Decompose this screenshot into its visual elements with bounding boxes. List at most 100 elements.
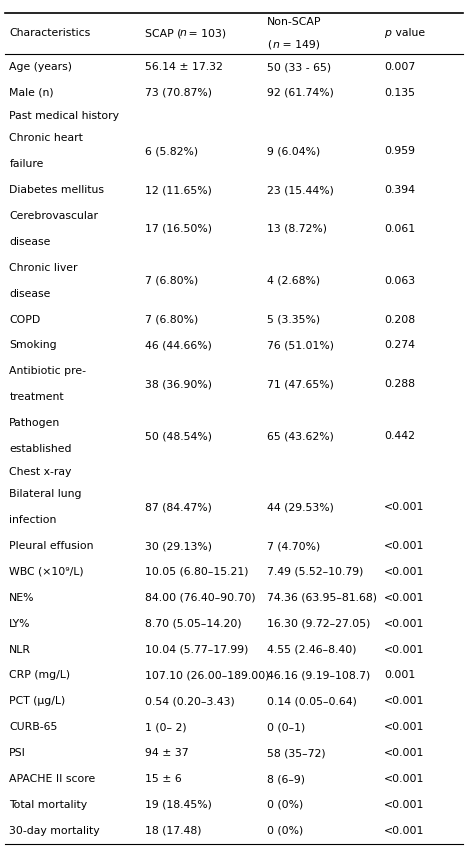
Text: Total mortality: Total mortality — [9, 800, 88, 810]
Text: <0.001: <0.001 — [384, 696, 424, 706]
Text: 4.55 (2.46–8.40): 4.55 (2.46–8.40) — [267, 644, 356, 655]
Text: Bilateral lung: Bilateral lung — [9, 489, 82, 499]
Text: 0.135: 0.135 — [384, 88, 415, 98]
Text: <0.001: <0.001 — [384, 619, 424, 628]
Text: 0.394: 0.394 — [384, 185, 415, 195]
Text: 30-day mortality: 30-day mortality — [9, 826, 100, 836]
Text: n: n — [273, 40, 280, 50]
Text: 0.061: 0.061 — [384, 224, 415, 234]
Text: CURB-65: CURB-65 — [9, 722, 58, 733]
Text: 38 (36.90%): 38 (36.90%) — [145, 379, 212, 389]
Text: 0.288: 0.288 — [384, 379, 415, 389]
Text: Chest x-ray: Chest x-ray — [9, 466, 72, 477]
Text: 15 ± 6: 15 ± 6 — [145, 774, 182, 784]
Text: infection: infection — [9, 515, 57, 525]
Text: = 149): = 149) — [279, 40, 320, 50]
Text: 73 (70.87%): 73 (70.87%) — [145, 88, 212, 98]
Text: disease: disease — [9, 288, 51, 298]
Text: 0.14 (0.05–0.64): 0.14 (0.05–0.64) — [267, 696, 357, 706]
Text: <0.001: <0.001 — [384, 826, 424, 836]
Text: 10.05 (6.80–15.21): 10.05 (6.80–15.21) — [145, 567, 249, 577]
Text: 0.274: 0.274 — [384, 340, 415, 350]
Text: 0.001: 0.001 — [384, 671, 415, 680]
Text: 0 (0–1): 0 (0–1) — [267, 722, 305, 733]
Text: disease: disease — [9, 237, 51, 247]
Text: SCAP (: SCAP ( — [145, 29, 182, 38]
Text: 74.36 (63.95–81.68): 74.36 (63.95–81.68) — [267, 593, 377, 603]
Text: <0.001: <0.001 — [384, 774, 424, 784]
Text: 8 (6–9): 8 (6–9) — [267, 774, 305, 784]
Text: Age (years): Age (years) — [9, 62, 73, 72]
Text: 76 (51.01%): 76 (51.01%) — [267, 340, 334, 350]
Text: <0.001: <0.001 — [384, 800, 424, 810]
Text: 94 ± 37: 94 ± 37 — [145, 748, 189, 758]
Text: Pleural effusion: Pleural effusion — [9, 541, 94, 551]
Text: Past medical history: Past medical history — [9, 110, 119, 120]
Text: 8.70 (5.05–14.20): 8.70 (5.05–14.20) — [145, 619, 241, 628]
Text: 17 (16.50%): 17 (16.50%) — [145, 224, 212, 234]
Text: Chronic heart: Chronic heart — [9, 133, 83, 143]
Text: CRP (mg/L): CRP (mg/L) — [9, 671, 71, 680]
Text: 0.442: 0.442 — [384, 431, 415, 441]
Text: 44 (29.53%): 44 (29.53%) — [267, 502, 334, 512]
Text: 7 (6.80%): 7 (6.80%) — [145, 315, 198, 325]
Text: 87 (84.47%): 87 (84.47%) — [145, 502, 212, 512]
Text: 0.208: 0.208 — [384, 315, 415, 325]
Text: 13 (8.72%): 13 (8.72%) — [267, 224, 327, 234]
Text: 0.959: 0.959 — [384, 146, 415, 156]
Text: 10.04 (5.77–17.99): 10.04 (5.77–17.99) — [145, 644, 249, 655]
Text: Male (n): Male (n) — [9, 88, 54, 98]
Text: WBC (×10⁹/L): WBC (×10⁹/L) — [9, 567, 84, 577]
Text: 7 (4.70%): 7 (4.70%) — [267, 541, 320, 551]
Text: 46 (44.66%): 46 (44.66%) — [145, 340, 212, 350]
Text: <0.001: <0.001 — [384, 541, 424, 551]
Text: LY%: LY% — [9, 619, 31, 628]
Text: 107.10 (26.00–189.00): 107.10 (26.00–189.00) — [145, 671, 270, 680]
Text: Pathogen: Pathogen — [9, 418, 61, 428]
Text: 0 (0%): 0 (0%) — [267, 800, 303, 810]
Text: 0.063: 0.063 — [384, 276, 415, 286]
Text: Non-SCAP: Non-SCAP — [267, 17, 321, 27]
Text: 92 (61.74%): 92 (61.74%) — [267, 88, 334, 98]
Text: failure: failure — [9, 159, 44, 169]
Text: 65 (43.62%): 65 (43.62%) — [267, 431, 334, 441]
Text: 6 (5.82%): 6 (5.82%) — [145, 146, 198, 156]
Text: 18 (17.48): 18 (17.48) — [145, 826, 202, 836]
Text: Smoking: Smoking — [9, 340, 57, 350]
Text: 50 (33 - 65): 50 (33 - 65) — [267, 62, 331, 72]
Text: 5 (3.35%): 5 (3.35%) — [267, 315, 320, 325]
Text: 0 (0%): 0 (0%) — [267, 826, 303, 836]
Text: NLR: NLR — [9, 644, 31, 655]
Text: COPD: COPD — [9, 315, 41, 325]
Text: PSI: PSI — [9, 748, 26, 758]
Text: <0.001: <0.001 — [384, 567, 424, 577]
Text: 12 (11.65%): 12 (11.65%) — [145, 185, 212, 195]
Text: 7 (6.80%): 7 (6.80%) — [145, 276, 198, 286]
Text: 84.00 (76.40–90.70): 84.00 (76.40–90.70) — [145, 593, 256, 603]
Text: APACHE II score: APACHE II score — [9, 774, 95, 784]
Text: Chronic liver: Chronic liver — [9, 263, 78, 273]
Text: 23 (15.44%): 23 (15.44%) — [267, 185, 334, 195]
Text: n: n — [179, 29, 186, 38]
Text: 71 (47.65%): 71 (47.65%) — [267, 379, 334, 389]
Text: value: value — [392, 29, 425, 38]
Text: p: p — [384, 29, 391, 38]
Text: 4 (2.68%): 4 (2.68%) — [267, 276, 320, 286]
Text: Characteristics: Characteristics — [9, 29, 91, 38]
Text: (: ( — [267, 40, 271, 50]
Text: Diabetes mellitus: Diabetes mellitus — [9, 185, 104, 195]
Text: PCT (μg/L): PCT (μg/L) — [9, 696, 66, 706]
Text: 0.007: 0.007 — [384, 62, 415, 72]
Text: established: established — [9, 444, 72, 454]
Text: <0.001: <0.001 — [384, 748, 424, 758]
Text: 30 (29.13%): 30 (29.13%) — [145, 541, 212, 551]
Text: 19 (18.45%): 19 (18.45%) — [145, 800, 212, 810]
Text: <0.001: <0.001 — [384, 722, 424, 733]
Text: <0.001: <0.001 — [384, 593, 424, 603]
Text: 7.49 (5.52–10.79): 7.49 (5.52–10.79) — [267, 567, 363, 577]
Text: = 103): = 103) — [185, 29, 227, 38]
Text: 56.14 ± 17.32: 56.14 ± 17.32 — [145, 62, 223, 72]
Text: 16.30 (9.72–27.05): 16.30 (9.72–27.05) — [267, 619, 370, 628]
Text: 9 (6.04%): 9 (6.04%) — [267, 146, 320, 156]
Text: treatment: treatment — [9, 392, 64, 402]
